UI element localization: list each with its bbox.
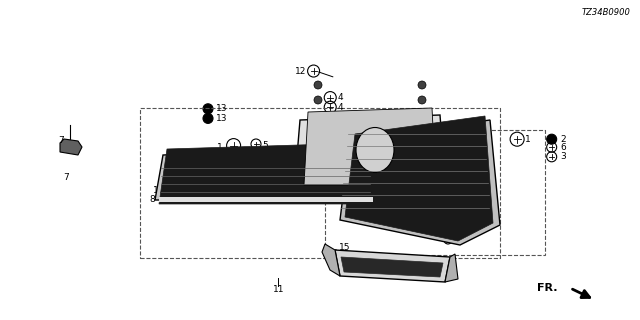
Circle shape <box>314 96 322 104</box>
Circle shape <box>418 96 426 104</box>
Polygon shape <box>345 116 493 241</box>
Circle shape <box>203 113 213 124</box>
Text: 14: 14 <box>391 168 403 177</box>
Polygon shape <box>304 108 436 185</box>
Text: 15: 15 <box>339 244 351 252</box>
Circle shape <box>203 104 213 114</box>
Text: 7: 7 <box>63 173 69 182</box>
Polygon shape <box>335 250 450 282</box>
Text: 16: 16 <box>301 178 313 187</box>
Text: 7: 7 <box>58 136 63 145</box>
Text: 16: 16 <box>301 160 313 169</box>
Bar <box>325 130 545 255</box>
Text: 14: 14 <box>409 159 420 168</box>
Bar <box>159 197 373 202</box>
Polygon shape <box>155 147 380 200</box>
Text: 11: 11 <box>273 285 284 294</box>
Text: FR.: FR. <box>536 283 557 293</box>
Text: TZ34B0900: TZ34B0900 <box>582 8 630 17</box>
Polygon shape <box>445 254 458 282</box>
Text: 9: 9 <box>371 133 377 142</box>
Circle shape <box>547 134 557 144</box>
Text: 3: 3 <box>560 152 566 161</box>
Text: 16: 16 <box>301 168 313 177</box>
Text: 1: 1 <box>217 143 223 152</box>
Polygon shape <box>159 143 373 204</box>
Text: 8: 8 <box>150 196 155 204</box>
Text: 13: 13 <box>216 114 228 123</box>
Ellipse shape <box>356 127 394 172</box>
Text: 6: 6 <box>560 143 566 152</box>
Polygon shape <box>322 244 340 276</box>
Text: 12: 12 <box>294 67 306 76</box>
Text: 4: 4 <box>338 93 344 102</box>
Text: 10: 10 <box>153 186 164 195</box>
Text: 1: 1 <box>525 135 531 144</box>
Text: 2: 2 <box>560 135 566 144</box>
Polygon shape <box>60 139 82 155</box>
Text: 13: 13 <box>216 104 228 113</box>
Polygon shape <box>295 115 445 180</box>
Circle shape <box>418 81 426 89</box>
Text: 5: 5 <box>262 141 268 150</box>
Circle shape <box>314 81 322 89</box>
Polygon shape <box>341 257 443 277</box>
Polygon shape <box>340 120 500 245</box>
Bar <box>140 108 500 258</box>
Text: 4: 4 <box>338 103 344 112</box>
